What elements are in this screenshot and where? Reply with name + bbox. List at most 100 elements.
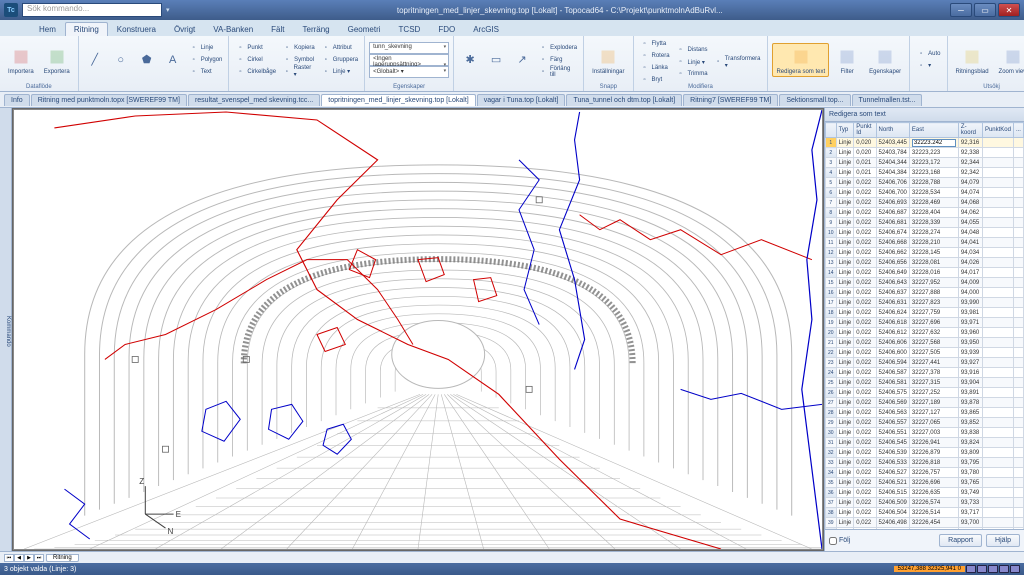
grid-cell[interactable] (982, 348, 1013, 358)
grid-cell[interactable]: 32226,941 (909, 438, 958, 448)
grid-cell[interactable]: 94,026 (958, 258, 982, 268)
grid-cell[interactable]: Linje (836, 188, 854, 198)
grid-cell[interactable] (1013, 178, 1023, 188)
lager-dropdown[interactable]: tunn_skevning (369, 42, 449, 54)
grid-cell[interactable]: Linje (836, 178, 854, 188)
grid-cell[interactable]: Linje (836, 398, 854, 408)
grid-cell[interactable] (982, 448, 1013, 458)
grid-cell[interactable] (982, 408, 1013, 418)
grid-row-header[interactable]: 9 (826, 218, 837, 228)
grid-cell[interactable]: Linje (836, 328, 854, 338)
grid-row-header[interactable]: 30 (826, 428, 837, 438)
grid-cell[interactable]: 94,048 (958, 228, 982, 238)
grid-cell[interactable]: Linje (836, 358, 854, 368)
grid-cell[interactable] (982, 208, 1013, 218)
grid-row-header[interactable]: 11 (826, 238, 837, 248)
grid-cell[interactable]: 32226,757 (909, 468, 958, 478)
grid-cell[interactable]: 32223,223 (909, 148, 958, 158)
gruppera-item[interactable]: ▫Gruppera (319, 54, 360, 66)
grid-cell[interactable]: 0,022 (854, 518, 876, 528)
grid-cell[interactable] (1013, 508, 1023, 518)
grid-cell[interactable]: 32227,632 (909, 328, 958, 338)
grid-cell[interactable]: 94,068 (958, 198, 982, 208)
grid-cell[interactable]: 52404,344 (876, 158, 909, 168)
doc-tab[interactable]: Info (4, 94, 30, 106)
grid-cell[interactable]: 52406,631 (876, 298, 909, 308)
grid-cell[interactable]: 0,022 (854, 298, 876, 308)
grid-cell[interactable]: 94,062 (958, 208, 982, 218)
command-sidebar[interactable]: Kommando (0, 108, 12, 551)
farg-item[interactable]: ▫Färg (536, 54, 579, 66)
grid-cell[interactable] (982, 248, 1013, 258)
cirkelbage-item[interactable]: ▫Cirkelbåge (233, 66, 278, 78)
grid-cell[interactable]: 0,022 (854, 478, 876, 488)
grid-cell[interactable]: 0,022 (854, 178, 876, 188)
grid-cell[interactable]: 93,809 (958, 448, 982, 458)
grid-cell[interactable]: 93,852 (958, 418, 982, 428)
auto-item[interactable]: ▫Auto (914, 48, 942, 60)
grid-cell[interactable]: 0,022 (854, 208, 876, 218)
grid-cell[interactable]: 52406,693 (876, 198, 909, 208)
grid-cell[interactable]: Linje (836, 268, 854, 278)
grid-cell[interactable]: 52406,587 (876, 368, 909, 378)
grid-cell[interactable]: Linje (836, 148, 854, 158)
grid-cell[interactable]: Linje (836, 448, 854, 458)
doc-tab[interactable]: Ritning med punktmoln.topx [SWEREF99 TM] (31, 94, 187, 106)
minimize-button[interactable]: ─ (950, 3, 972, 17)
grid-cell[interactable] (982, 298, 1013, 308)
grid-row-header[interactable]: 27 (826, 398, 837, 408)
grid-cell[interactable]: 0,022 (854, 188, 876, 198)
grid-cell[interactable]: 0,022 (854, 508, 876, 518)
command-search[interactable]: Sök kommando... (22, 3, 162, 17)
egenskaper-button[interactable]: Egenskaper (865, 43, 905, 77)
ribbon-tab-tcsd[interactable]: TCSD (390, 22, 430, 36)
grid-cell[interactable]: Linje (836, 488, 854, 498)
grid-cell[interactable] (982, 158, 1013, 168)
grid-cell[interactable]: 52406,674 (876, 228, 909, 238)
grid-cell[interactable]: 0,022 (854, 328, 876, 338)
tool-icon[interactable]: ▭ (484, 50, 508, 70)
grid-row-header[interactable]: 12 (826, 248, 837, 258)
grid-cell[interactable]: 52406,687 (876, 208, 909, 218)
grid-cell[interactable]: 32227,568 (909, 338, 958, 348)
grid-cell[interactable] (982, 428, 1013, 438)
grid-cell[interactable]: 92,316 (958, 138, 982, 148)
grid-cell[interactable] (1013, 518, 1023, 528)
grid-cell[interactable]: 32226,696 (909, 478, 958, 488)
grid-cell[interactable]: 52406,539 (876, 448, 909, 458)
grid-cell[interactable] (982, 468, 1013, 478)
grid-cell[interactable]: 52406,563 (876, 408, 909, 418)
grid-cell[interactable] (982, 398, 1013, 408)
grid-cell[interactable]: Linje (836, 468, 854, 478)
grid-cell[interactable]: 0,022 (854, 428, 876, 438)
grid-cell[interactable]: 32226,574 (909, 498, 958, 508)
redigera-som-text-button[interactable]: Redigera som text (772, 43, 829, 77)
grid-cell[interactable] (982, 278, 1013, 288)
grid-cell[interactable] (1013, 308, 1023, 318)
grid-cell[interactable]: 52406,612 (876, 328, 909, 338)
global-dropdown[interactable]: <Globalt> ▾ (369, 66, 449, 78)
grid-cell[interactable]: 52406,700 (876, 188, 909, 198)
grid-row-header[interactable]: 39 (826, 518, 837, 528)
grid-cell[interactable] (982, 268, 1013, 278)
grid-cell[interactable]: 0,022 (854, 388, 876, 398)
grid-cell[interactable]: 32228,469 (909, 198, 958, 208)
doc-tab[interactable]: Ritning7 [SWEREF99 TM] (683, 94, 778, 106)
ribbon-tab-övrigt[interactable]: Övrigt (165, 22, 204, 36)
grid-cell[interactable]: Linje (836, 218, 854, 228)
help-button[interactable]: Hjälp (986, 534, 1020, 547)
grid-cell[interactable]: 0,022 (854, 438, 876, 448)
vbet-item[interactable]: ▫▾ (914, 60, 942, 72)
grid-cell[interactable]: 0,020 (854, 148, 876, 158)
grid-cell[interactable]: 0,021 (854, 158, 876, 168)
grid-cell[interactable]: 93,733 (958, 498, 982, 508)
grid-cell[interactable]: 94,009 (958, 278, 982, 288)
grid-cell[interactable]: 52403,784 (876, 148, 909, 158)
cirkel-item[interactable]: ▫Cirkel (233, 54, 278, 66)
grid-cell[interactable]: 0,022 (854, 468, 876, 478)
grid-cell[interactable]: 52406,600 (876, 348, 909, 358)
grid-cell[interactable]: 52406,533 (876, 458, 909, 468)
grid-cell[interactable] (1013, 438, 1023, 448)
sheet-nav[interactable]: ⏮◀▶⏭ (4, 554, 44, 562)
grid-cell[interactable]: 0,022 (854, 338, 876, 348)
